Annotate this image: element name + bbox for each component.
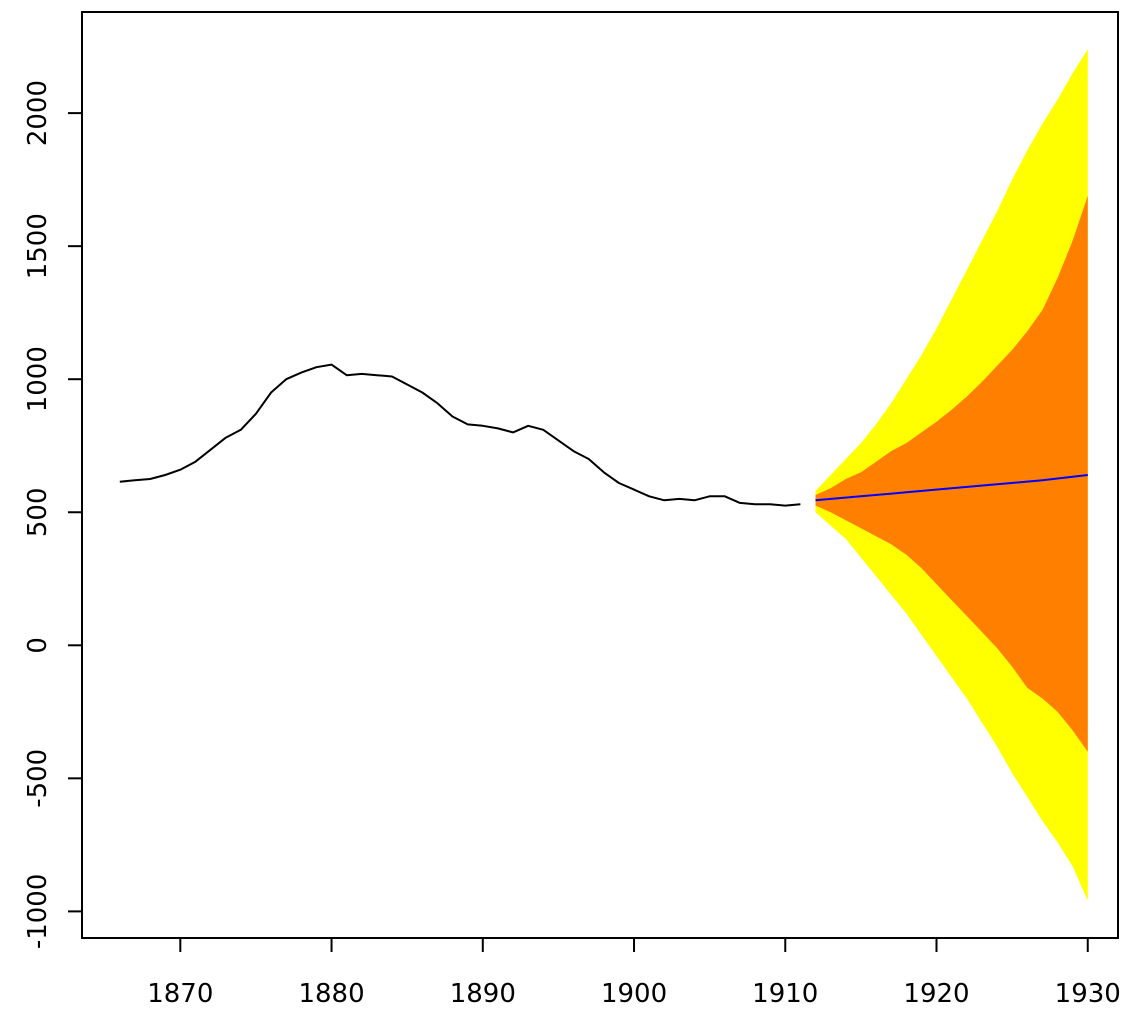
y-tick-label: 1000 xyxy=(23,346,53,412)
y-tick-label: 2000 xyxy=(23,80,53,146)
x-tick-label: 1930 xyxy=(1055,979,1121,1009)
interval-inner-band xyxy=(815,195,1088,752)
x-tick-label: 1890 xyxy=(450,979,516,1009)
y-tick-label: -1000 xyxy=(23,874,53,950)
x-tick-label: 1910 xyxy=(752,979,818,1009)
plot-frame xyxy=(81,11,1119,939)
forecast-mean-line xyxy=(815,474,1088,502)
y-tick-label: 1500 xyxy=(23,213,53,279)
y-tick-label: -500 xyxy=(23,749,53,808)
observed-series-line xyxy=(119,363,801,507)
x-tick-label: 1870 xyxy=(147,979,213,1009)
y-tick-label: 500 xyxy=(23,487,53,537)
x-tick-label: 1900 xyxy=(601,979,667,1009)
x-tick-label: 1880 xyxy=(298,979,364,1009)
x-tick-label: 1920 xyxy=(903,979,969,1009)
y-tick-label: 0 xyxy=(23,637,53,654)
